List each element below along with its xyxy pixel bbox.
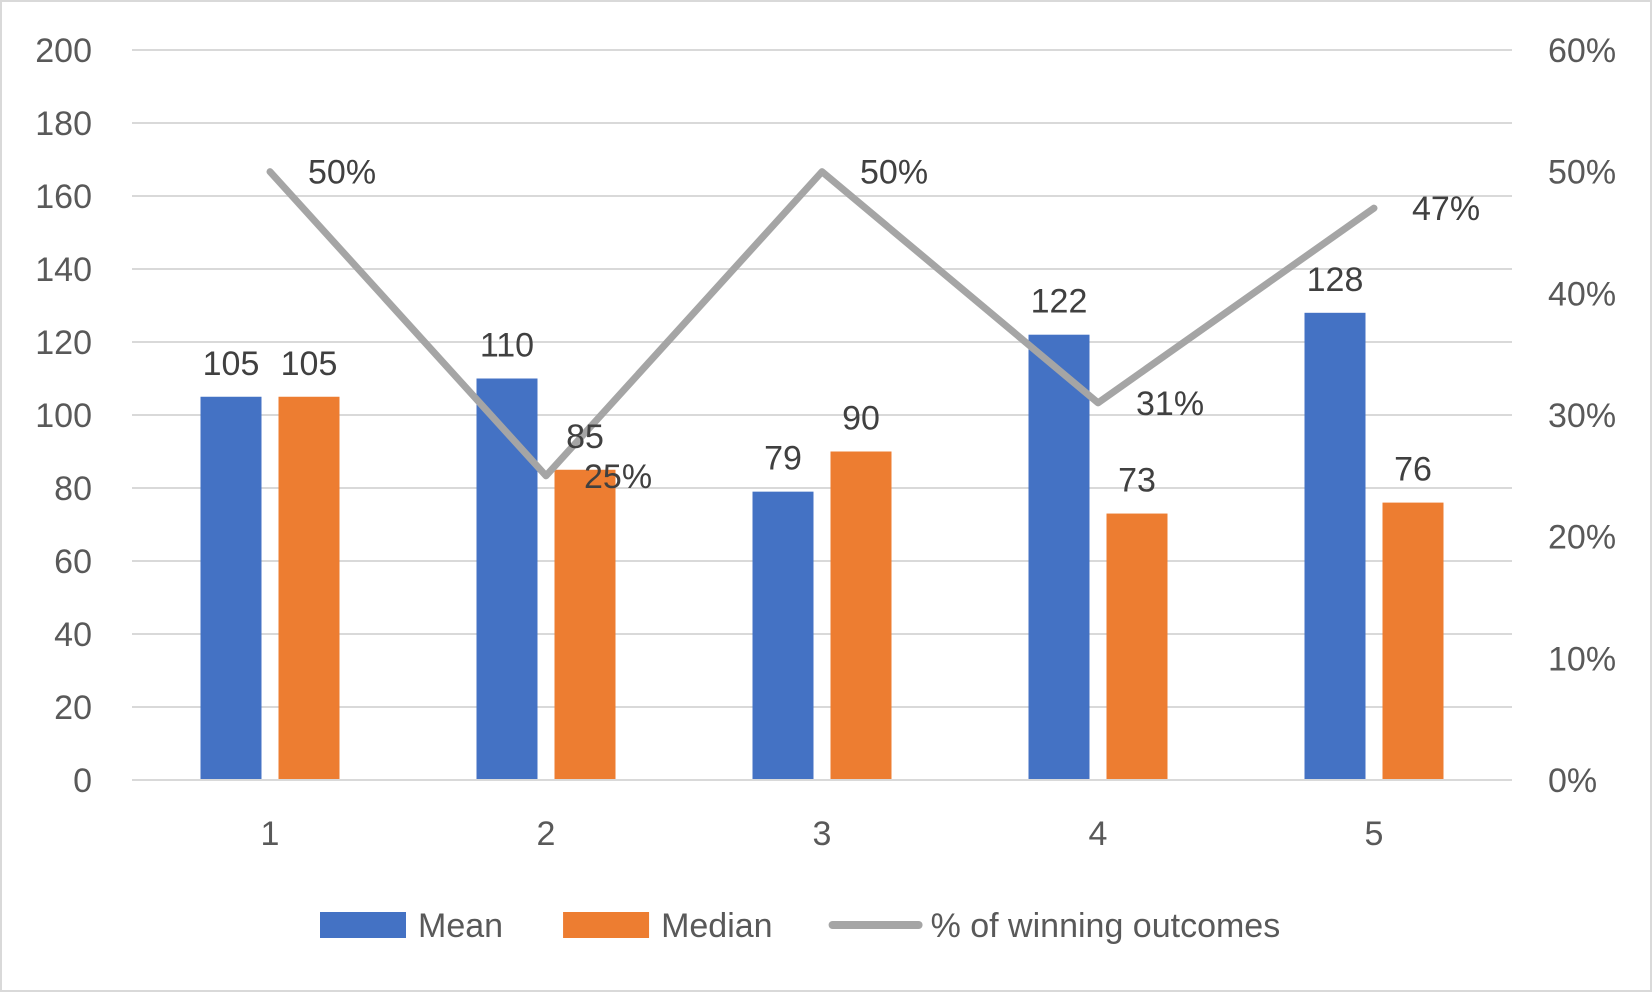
line-data-label: 50% — [308, 154, 376, 192]
legend: Mean Median % of winning outcomes — [320, 907, 1280, 945]
bar-median — [554, 469, 616, 780]
bar-data-label: 90 — [842, 400, 880, 438]
bar-median — [1106, 513, 1168, 780]
legend-label: % of winning outcomes — [931, 907, 1281, 945]
bar-mean — [200, 396, 262, 780]
y-tick-label: 140 — [35, 251, 92, 289]
bar-data-label: 85 — [566, 418, 604, 456]
x-tick-label: 5 — [1365, 815, 1384, 853]
legend-swatch-median — [563, 912, 650, 938]
bar-median — [830, 451, 892, 780]
line-data-label: 31% — [1136, 385, 1204, 423]
axes: 0 20 40 60 80 100 120 140 160 180 200 0% 10% 20% 30% 40… — [35, 32, 1616, 853]
y-tick-label: 120 — [35, 324, 92, 362]
bars — [200, 312, 1444, 780]
line-data-label: 47% — [1412, 190, 1480, 228]
bar-data-label: 105 — [281, 345, 338, 383]
bar-mean — [752, 491, 814, 780]
x-tick-label: 2 — [537, 815, 556, 853]
y-tick-label: 200 — [35, 32, 92, 70]
y2-tick-label: 10% — [1548, 640, 1616, 678]
bar-mean — [1304, 312, 1366, 780]
bar-data-label: 79 — [764, 440, 802, 478]
bar-median — [278, 396, 340, 780]
y-tick-label: 100 — [35, 397, 92, 435]
series-line-winning-outcomes — [266, 168, 1378, 480]
legend-label: Mean — [418, 907, 503, 945]
y2-tick-label: 40% — [1548, 275, 1616, 313]
bar-data-label: 76 — [1394, 451, 1432, 489]
y-tick-label: 20 — [54, 689, 92, 727]
bar-data-label: 105 — [203, 345, 260, 383]
y-tick-label: 0 — [73, 762, 92, 800]
x-tick-label: 1 — [261, 815, 280, 853]
x-tick-label: 3 — [813, 815, 832, 853]
line-series — [266, 168, 1378, 480]
y2-tick-label: 20% — [1548, 519, 1616, 557]
legend-label: Median — [661, 907, 773, 945]
legend-swatch-mean — [320, 912, 406, 938]
x-tick-label: 4 — [1089, 815, 1108, 853]
data-labels: 105 110 79 122 128 105 85 90 73 76 50% 25% 50% 31% 47% — [203, 154, 1480, 500]
bar-mean — [1028, 334, 1090, 780]
bar-data-label: 122 — [1031, 283, 1088, 321]
y-tick-label: 180 — [35, 105, 92, 143]
y2-tick-label: 0% — [1548, 762, 1597, 800]
line-data-label: 25% — [584, 458, 652, 496]
bar-median — [1382, 502, 1444, 780]
bar-data-label: 73 — [1118, 462, 1156, 500]
bar-data-label: 110 — [480, 327, 534, 365]
y2-tick-label: 50% — [1548, 154, 1616, 192]
y-tick-label: 160 — [35, 178, 92, 216]
y-tick-label: 60 — [54, 543, 92, 581]
y-tick-label: 80 — [54, 470, 92, 508]
bar-mean — [476, 378, 538, 780]
bar-data-label: 128 — [1307, 261, 1364, 299]
y2-tick-label: 30% — [1548, 397, 1616, 435]
y2-tick-label: 60% — [1548, 32, 1616, 70]
line-data-label: 50% — [860, 154, 928, 192]
y-tick-label: 40 — [54, 616, 92, 654]
